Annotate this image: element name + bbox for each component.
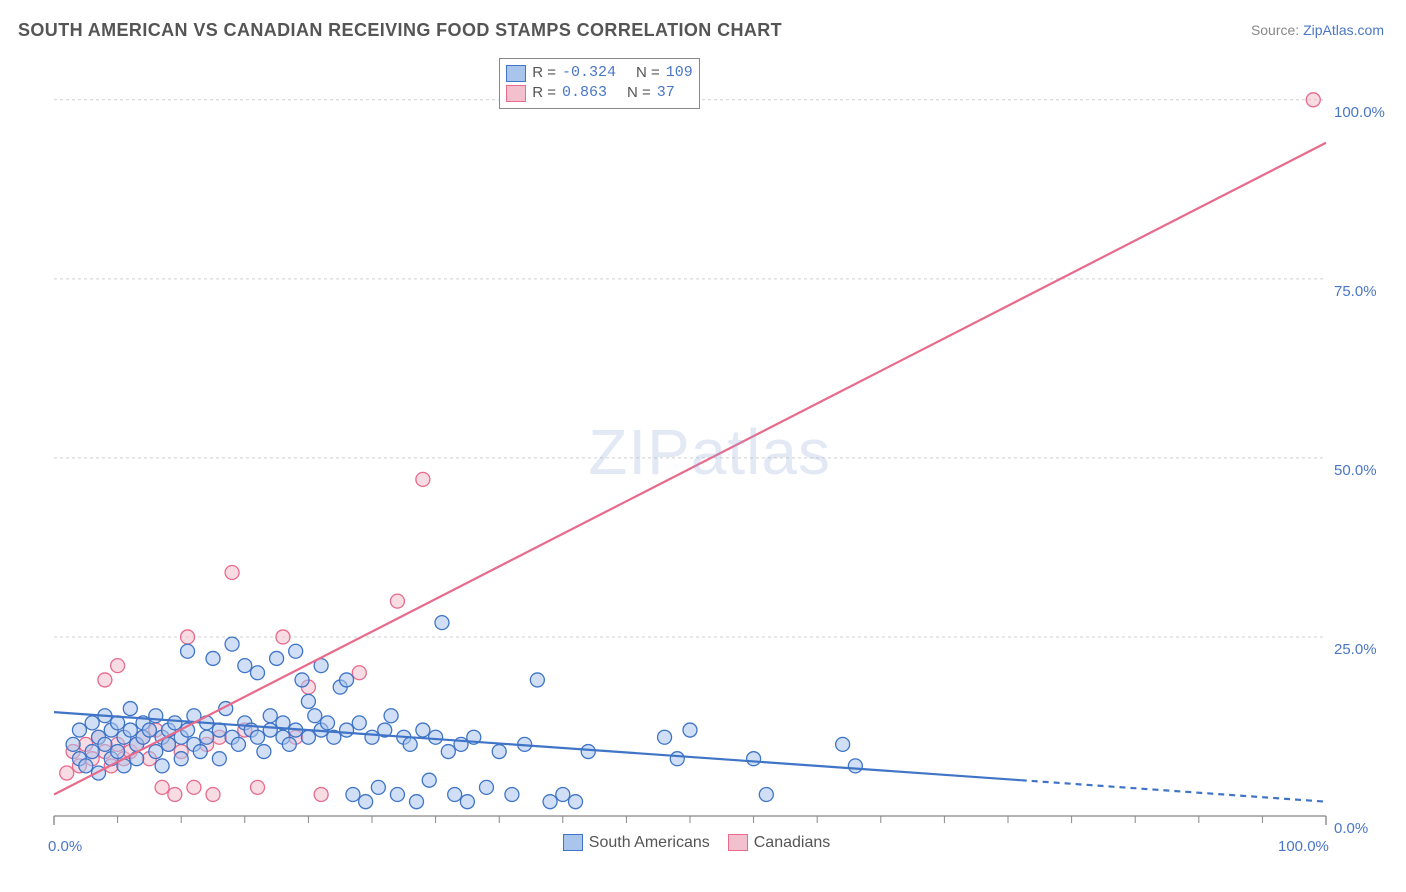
x-tick-label: 0.0%: [48, 838, 82, 855]
y-tick-label: 75.0%: [1334, 283, 1377, 300]
correlation-stats-box: R =-0.324N = 109R = 0.863N = 37: [499, 58, 700, 109]
series-swatch: [506, 65, 526, 82]
x-tick-label: 100.0%: [1278, 838, 1329, 855]
chart-title: SOUTH AMERICAN VS CANADIAN RECEIVING FOO…: [18, 20, 782, 41]
scatter-plot-svg: [48, 54, 1384, 844]
stats-row: R =-0.324N = 109: [506, 63, 693, 83]
y-tick-label: 0.0%: [1334, 820, 1368, 837]
source-attribution: Source: ZipAtlas.com: [1251, 22, 1384, 38]
legend-item: Canadians: [728, 834, 831, 852]
legend-swatch: [563, 834, 583, 851]
legend-item: South Americans: [563, 834, 710, 852]
y-tick-label: 50.0%: [1334, 462, 1377, 479]
stats-row: R = 0.863N = 37: [506, 83, 693, 103]
y-tick-label: 100.0%: [1334, 104, 1385, 121]
bottom-legend: South Americans Canadians: [563, 834, 830, 852]
legend-label: South Americans: [589, 834, 710, 851]
series-swatch: [506, 85, 526, 102]
y-tick-label: 25.0%: [1334, 641, 1377, 658]
legend-swatch: [728, 834, 748, 851]
source-link[interactable]: ZipAtlas.com: [1303, 22, 1384, 38]
plot-area: [48, 54, 1384, 844]
legend-label: Canadians: [754, 834, 831, 851]
source-prefix: Source:: [1251, 22, 1303, 38]
chart-container: SOUTH AMERICAN VS CANADIAN RECEIVING FOO…: [0, 0, 1406, 892]
